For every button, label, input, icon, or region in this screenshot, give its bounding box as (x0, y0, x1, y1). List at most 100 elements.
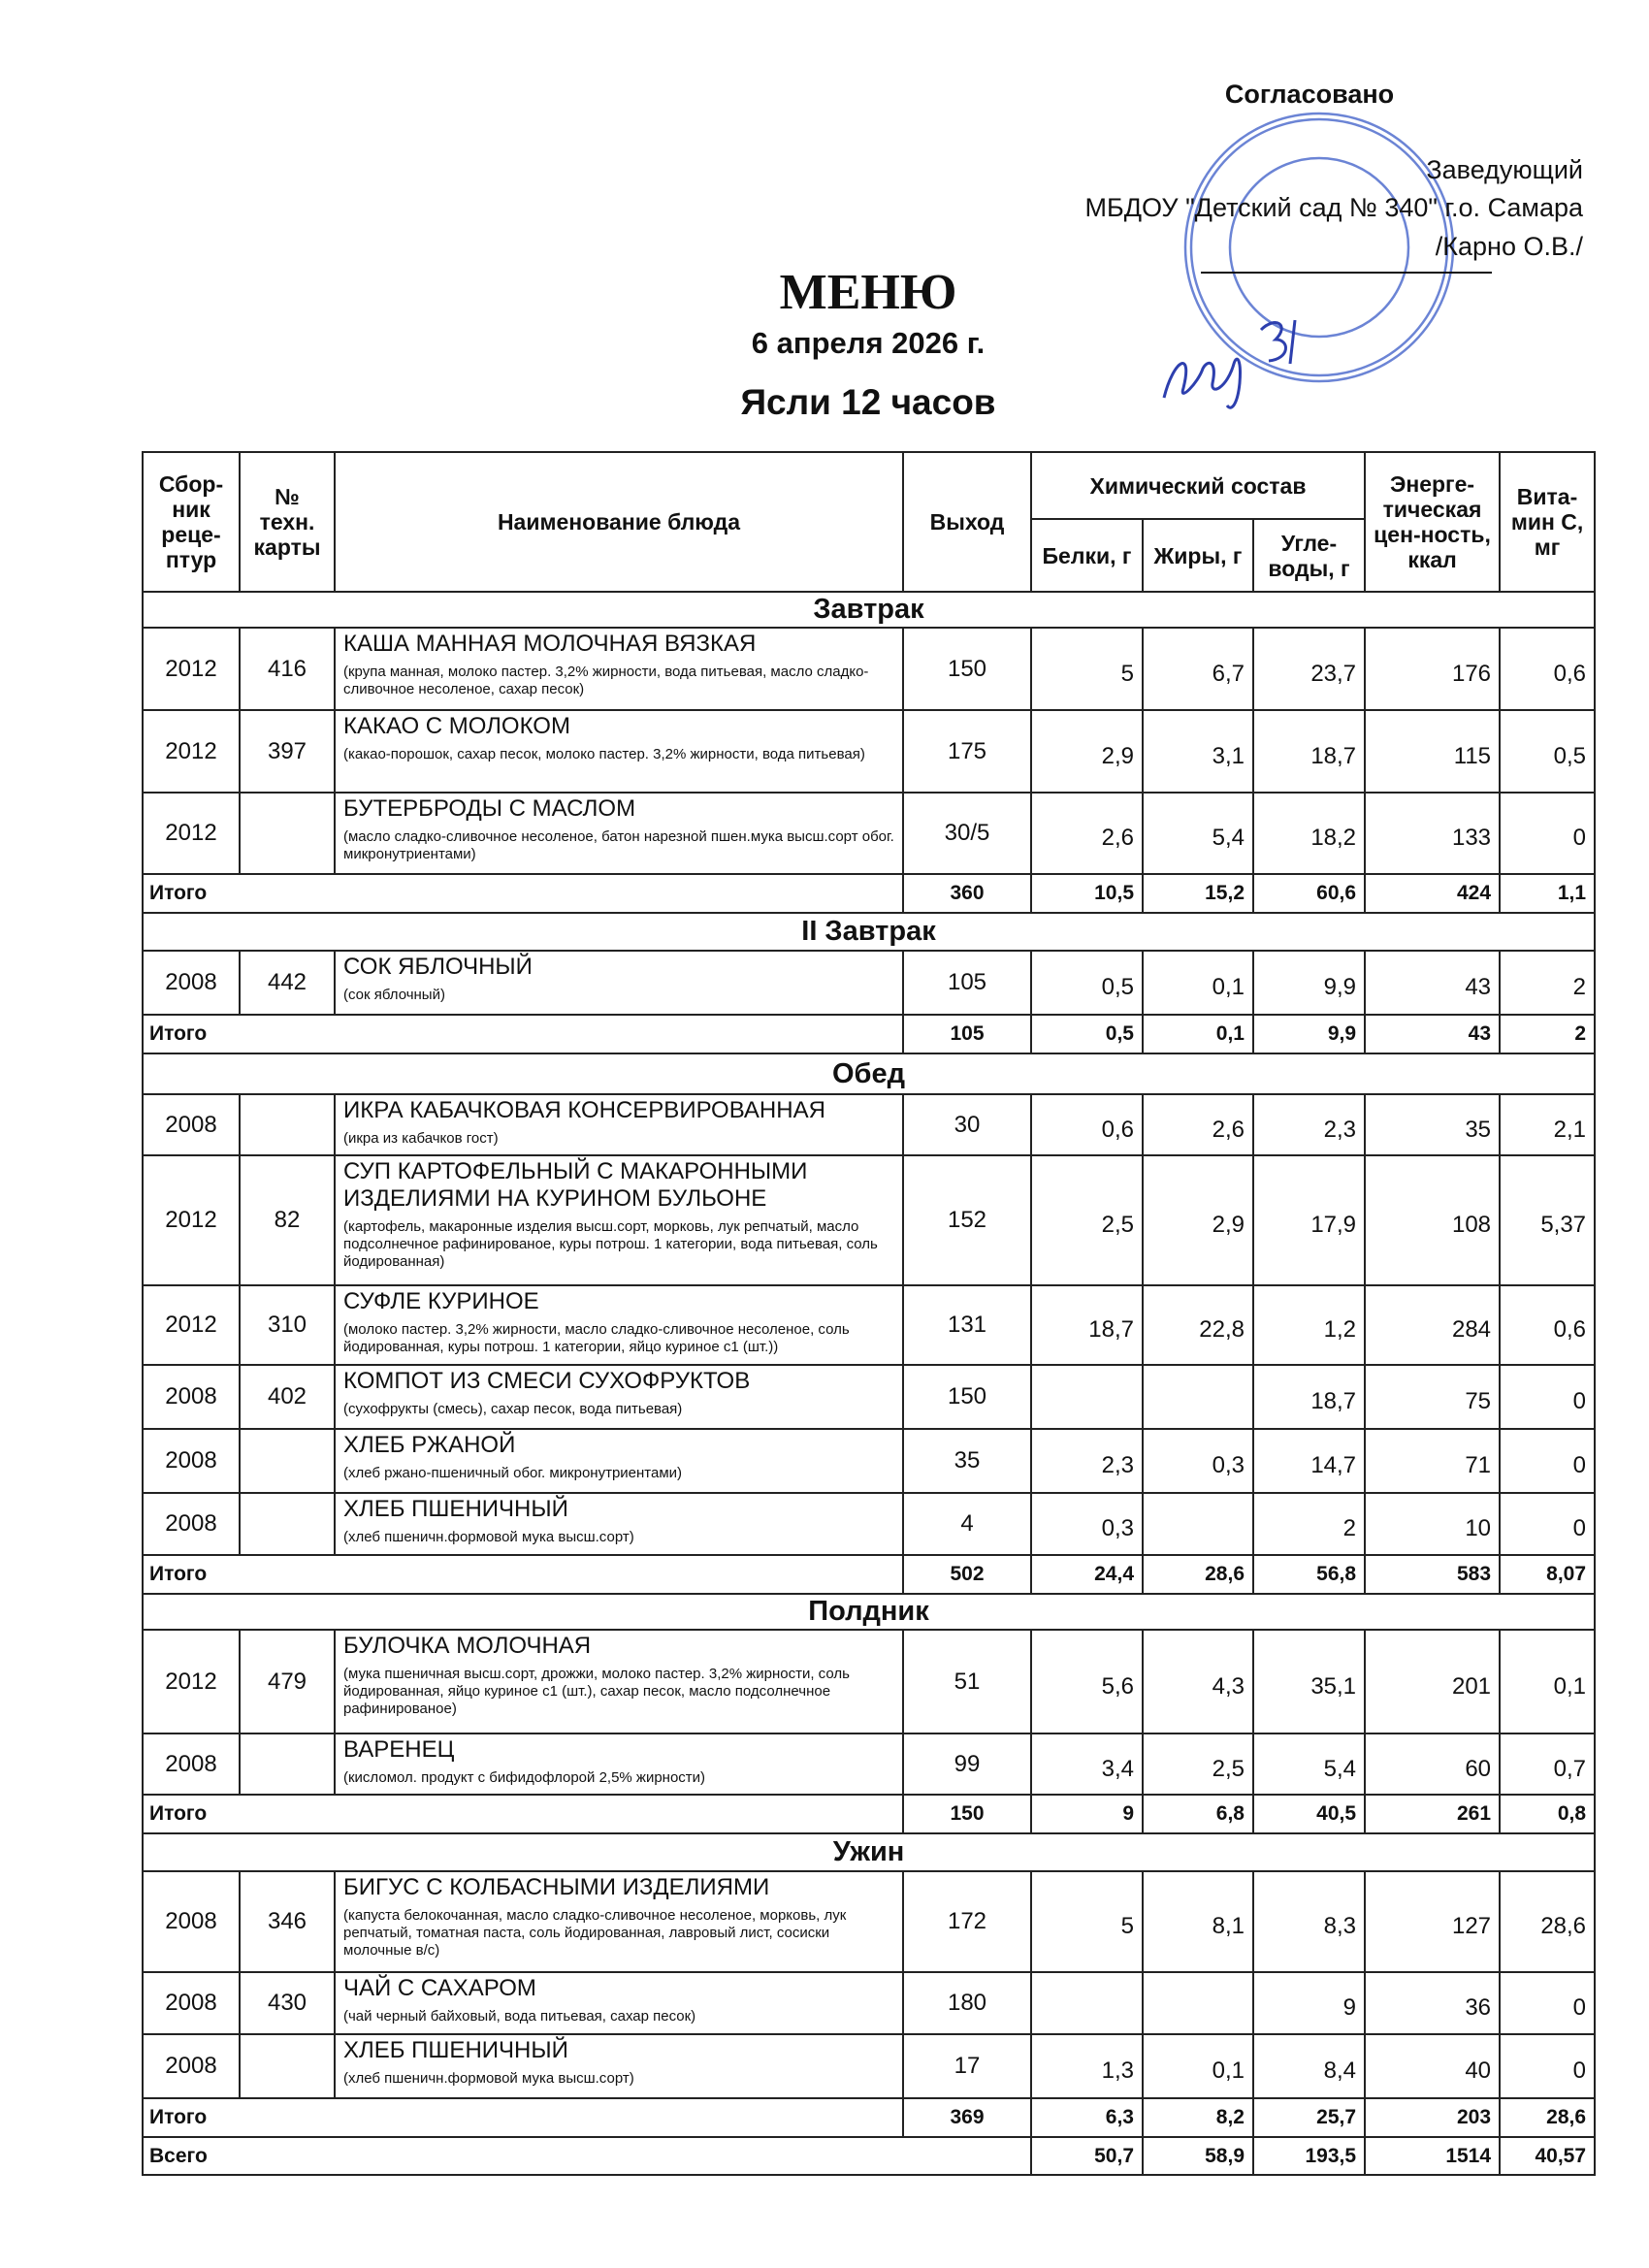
tech-card-cell: 310 (239, 1284, 336, 1366)
dish-name: ИКРА КАБАЧКОВАЯ КОНСЕРВИРОВАННАЯ (343, 1097, 825, 1123)
dish-name: ХЛЕБ ПШЕНИЧНЫЙ (343, 1496, 568, 1522)
protein-cell: 2,9 (1030, 709, 1144, 794)
dish-cell: КАША МАННАЯ МОЛОЧНАЯ ВЯЗКАЯ (крупа манная… (334, 627, 904, 711)
dish-ingredients: (капуста белокочанная, масло сладко-слив… (343, 1907, 847, 1959)
fat-cell: 8,1 (1142, 1870, 1254, 1973)
collection-cell: 2012 (142, 1154, 241, 1286)
vitc-cell: 0,6 (1499, 1284, 1597, 1366)
grand-total-row: Всего 50,7 58,9 193,5 1514 40,57 (142, 2136, 1597, 2176)
dish-name: СОК ЯБЛОЧНЫЙ (343, 954, 533, 980)
vitc-cell: 0 (1499, 792, 1597, 875)
total-carbs: 40,5 (1251, 1794, 1367, 1834)
vitc-cell: 0 (1499, 2033, 1597, 2099)
carbs-cell: 1,2 (1251, 1284, 1367, 1366)
total-energy: 583 (1364, 1554, 1502, 1595)
dish-row: 2008 442 СОК ЯБЛОЧНЫЙ (сок яблочный) 105 0,5 0… (142, 950, 1597, 1016)
dish-row: 2012 397 КАКАО С МОЛОКОМ (какао-порошок, са… (142, 709, 1597, 794)
total-vitc: 28,6 (1499, 2097, 1597, 2138)
total-vitc: 8,07 (1499, 1554, 1597, 1595)
tech-card-cell: 479 (239, 1629, 336, 1734)
carbs-cell: 17,9 (1251, 1154, 1367, 1286)
total-output: 369 (902, 2097, 1032, 2138)
protein-cell: 0,3 (1030, 1492, 1144, 1556)
energy-cell: 10 (1364, 1492, 1502, 1556)
protein-cell: 0,5 (1030, 950, 1144, 1016)
vitc-cell: 28,6 (1499, 1870, 1597, 1973)
dish-ingredients: (картофель, макаронные изделия высш.сорт… (343, 1218, 878, 1270)
energy-cell: 60 (1364, 1733, 1502, 1796)
output-cell: 172 (902, 1870, 1032, 1973)
total-fat: 28,6 (1142, 1554, 1254, 1595)
tech-card-cell (239, 792, 336, 875)
protein-cell (1030, 1364, 1144, 1430)
dish-name: СУП КАРТОФЕЛЬНЫЙ С МАКАРОННЫМИ ИЗДЕЛИЯМИ… (343, 1158, 808, 1212)
dish-row: 2012 479 БУЛОЧКА МОЛОЧНАЯ (мука пшеничная в… (142, 1629, 1597, 1734)
tech-card-cell: 430 (239, 1971, 336, 2035)
dish-row: 2008 ХЛЕБ РЖАНОЙ (хлеб ржано-пшеничный обо… (142, 1428, 1597, 1494)
dish-ingredients: (кисломол. продукт с бифидофлорой 2,5% ж… (343, 1769, 706, 1786)
total-label: Итого (142, 2097, 904, 2138)
energy-cell: 127 (1364, 1870, 1502, 1973)
output-cell: 150 (902, 627, 1032, 711)
protein-cell: 2,5 (1030, 1154, 1144, 1286)
carbs-cell: 23,7 (1251, 627, 1367, 711)
carbs-cell: 8,3 (1251, 1870, 1367, 1973)
total-label: Итого (142, 1794, 904, 1834)
dish-row: 2012 82 СУП КАРТОФЕЛЬНЫЙ С МАКАРОННЫМИ ИЗД… (142, 1154, 1597, 1286)
col-energy: Энерге-тическая цен-ность, ккал (1364, 451, 1502, 593)
section-total-row: Итого 502 24,4 28,6 56,8 583 8,07 (142, 1554, 1597, 1595)
fat-cell: 0,1 (1142, 2033, 1254, 2099)
vitc-cell: 2,1 (1499, 1093, 1597, 1156)
col-fat: Жиры, г (1142, 518, 1254, 593)
protein-cell: 2,3 (1030, 1428, 1144, 1494)
dish-cell: ХЛЕБ ПШЕНИЧНЫЙ (хлеб пшеничн.формовой мук… (334, 2033, 904, 2099)
dish-name: КОМПОТ ИЗ СМЕСИ СУХОФРУКТОВ (343, 1368, 751, 1394)
fat-cell: 0,3 (1142, 1428, 1254, 1494)
dish-name: ХЛЕБ ПШЕНИЧНЫЙ (343, 2037, 568, 2063)
total-output: 360 (902, 873, 1032, 914)
col-protein: Белки, г (1030, 518, 1144, 593)
col-tech-card: № техн. карты (239, 451, 336, 593)
approver-position: Заведующий (1426, 155, 1583, 184)
fat-cell: 2,9 (1142, 1154, 1254, 1286)
dish-row: 2008 ХЛЕБ ПШЕНИЧНЫЙ (хлеб пшеничн.формовой… (142, 2033, 1597, 2099)
section-title: Обед (141, 1053, 1597, 1095)
total-label: Итого (142, 1014, 904, 1054)
section-title: Полдник (141, 1593, 1597, 1631)
energy-cell: 108 (1364, 1154, 1502, 1286)
dish-ingredients: (хлеб ржано-пшеничный обог. микронутриен… (343, 1465, 683, 1481)
output-cell: 150 (902, 1364, 1032, 1430)
dish-ingredients: (молоко пастер. 3,2% жирности, масло сла… (343, 1321, 850, 1355)
vitc-cell: 2 (1499, 950, 1597, 1016)
dish-name: БУТЕРБРОДЫ С МАСЛОМ (343, 795, 636, 822)
vitc-cell: 5,37 (1499, 1154, 1597, 1286)
energy-cell: 201 (1364, 1629, 1502, 1734)
signatory-name: /Карно О.В./ (1435, 232, 1583, 261)
vitc-cell: 0,7 (1499, 1733, 1597, 1796)
section-total-row: Итого 360 10,5 15,2 60,6 424 1,1 (142, 873, 1597, 914)
dish-cell: ЧАЙ С САХАРОМ (чай черный байховый, вода … (334, 1971, 904, 2035)
dish-cell: КОМПОТ ИЗ СМЕСИ СУХОФРУКТОВ (сухофрукты (… (334, 1364, 904, 1430)
collection-cell: 2012 (142, 709, 241, 794)
energy-cell: 284 (1364, 1284, 1502, 1366)
grand-total-energy: 1514 (1364, 2136, 1502, 2176)
total-fat: 6,8 (1142, 1794, 1254, 1834)
energy-cell: 133 (1364, 792, 1502, 875)
carbs-cell: 18,2 (1251, 792, 1367, 875)
total-carbs: 9,9 (1251, 1014, 1367, 1054)
dish-cell: СУП КАРТОФЕЛЬНЫЙ С МАКАРОННЫМИ ИЗДЕЛИЯМИ… (334, 1154, 904, 1286)
total-output: 502 (902, 1554, 1032, 1595)
total-vitc: 1,1 (1499, 873, 1597, 914)
collection-cell: 2008 (142, 1733, 241, 1796)
dish-ingredients: (масло сладко-сливочное несоленое, батон… (343, 828, 894, 862)
energy-cell: 43 (1364, 950, 1502, 1016)
fat-cell: 2,6 (1142, 1093, 1254, 1156)
output-cell: 35 (902, 1428, 1032, 1494)
grand-total-protein: 50,7 (1030, 2136, 1144, 2176)
section-title: Ужин (141, 1832, 1597, 1872)
dish-ingredients: (сок яблочный) (343, 987, 445, 1003)
col-carbs: Угле-воды, г (1251, 518, 1367, 593)
protein-cell: 5,6 (1030, 1629, 1144, 1734)
protein-cell: 2,6 (1030, 792, 1144, 875)
carbs-cell: 8,4 (1251, 2033, 1367, 2099)
